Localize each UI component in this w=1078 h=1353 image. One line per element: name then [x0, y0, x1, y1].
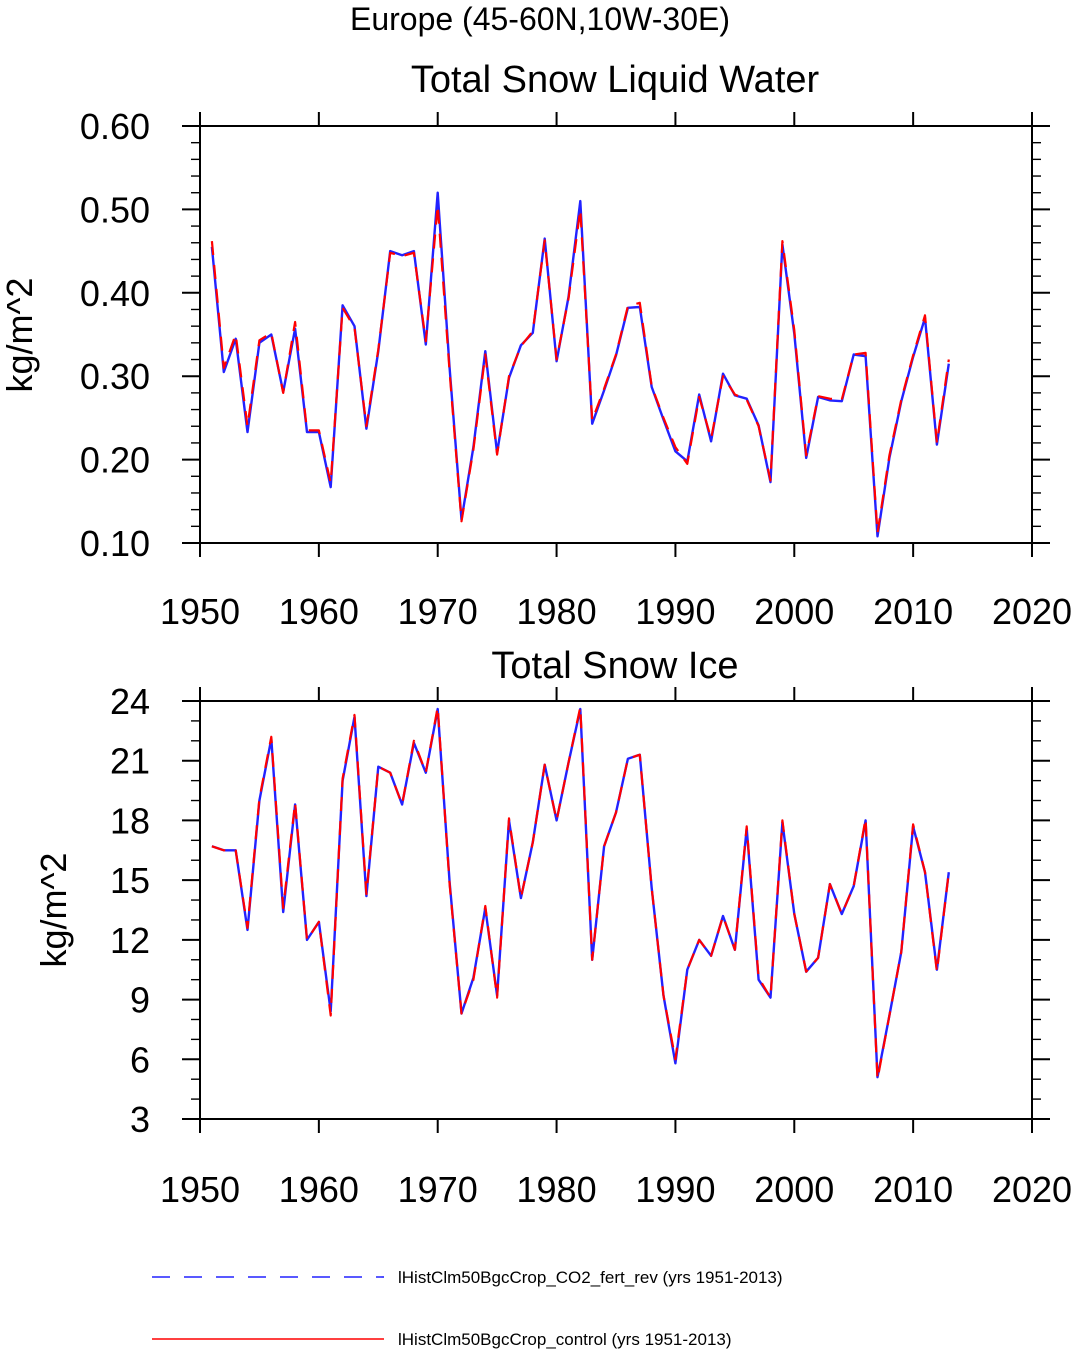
x-tick-label: 1970	[398, 1169, 478, 1210]
y-tick-label: 0.50	[80, 189, 150, 230]
axes-frame-snow-ice	[199, 700, 1033, 1120]
series-line-control	[211, 705, 950, 1081]
x-tick-label: 2000	[754, 1169, 834, 1210]
x-tick-label: 2020	[992, 591, 1072, 632]
y-tick-label: 0.10	[80, 523, 150, 564]
y-tick-label: 6	[130, 1039, 150, 1080]
y-tick-label: 18	[110, 800, 150, 841]
x-tick-label: 1950	[160, 1169, 240, 1210]
figure-title: Europe (45-60N,10W-30E)	[350, 1, 730, 37]
x-tick-label: 1960	[279, 591, 359, 632]
y-axis-label-snow-liquid-water: kg/m^2	[0, 278, 40, 393]
ticks-snow-liquid-water: 1950 1960 1970 1980 1990 2000 2010 2020 0.10 0.20…	[80, 106, 1072, 632]
plot-frame	[199, 125, 1033, 544]
x-tick-label: 1980	[517, 1169, 597, 1210]
y-tick-label: 24	[110, 681, 150, 722]
y-tick-label: 21	[110, 741, 150, 782]
y-tick-label: 0.20	[80, 440, 150, 481]
y-tick-label: 12	[110, 920, 150, 961]
y-tick-label: 15	[110, 860, 150, 901]
x-tick-label: 1960	[279, 1169, 359, 1210]
axes-frame-snow-liquid-water	[199, 125, 1033, 544]
y-tick-label: 0.30	[80, 356, 150, 397]
y-axis-label-snow-ice: kg/m^2	[33, 853, 74, 968]
series-line-co2-fert-rev	[211, 707, 950, 1079]
x-tick-label: 1990	[635, 1169, 715, 1210]
y-tick-label: 9	[130, 980, 150, 1021]
x-tick-label: 1990	[635, 591, 715, 632]
chart-title-snow-ice: Total Snow Ice	[491, 645, 738, 687]
x-tick-label: 1950	[160, 591, 240, 632]
y-tick-label: 0.40	[80, 273, 150, 314]
x-tick-label: 2000	[754, 591, 834, 632]
y-tick-label: 0.60	[80, 106, 150, 147]
panel-snow-liquid-water: Total Snow Liquid Water kg/m^2 1950 1960 1…	[0, 59, 1072, 632]
chart-title-snow-liquid-water: Total Snow Liquid Water	[411, 59, 820, 101]
series-line-co2-fert-rev	[210, 191, 950, 538]
series-group-snow-liquid-water	[210, 191, 950, 538]
x-tick-label: 1980	[517, 591, 597, 632]
series-group-snow-ice	[211, 705, 950, 1081]
plot-frame	[199, 700, 1033, 1120]
legend: lHistClm50BgcCrop_CO2_fert_rev (yrs 1951…	[152, 1268, 783, 1349]
series-line-control	[210, 204, 950, 535]
legend-label-control: lHistClm50BgcCrop_control (yrs 1951-2013…	[398, 1330, 732, 1349]
ticks-snow-ice: 1950 1960 1970 1980 1990 2000 2010 2020 3 6 9 12 15 1…	[110, 681, 1072, 1210]
x-tick-label: 2020	[992, 1169, 1072, 1210]
x-tick-label: 2010	[873, 1169, 953, 1210]
y-tick-label: 3	[130, 1099, 150, 1140]
legend-label-co2-fert-rev: lHistClm50BgcCrop_CO2_fert_rev (yrs 1951…	[398, 1268, 783, 1287]
panel-snow-ice: Total Snow Ice kg/m^2 1950 1960 1970 1980 19…	[33, 645, 1072, 1210]
x-tick-label: 1970	[398, 591, 478, 632]
x-tick-label: 2010	[873, 591, 953, 632]
